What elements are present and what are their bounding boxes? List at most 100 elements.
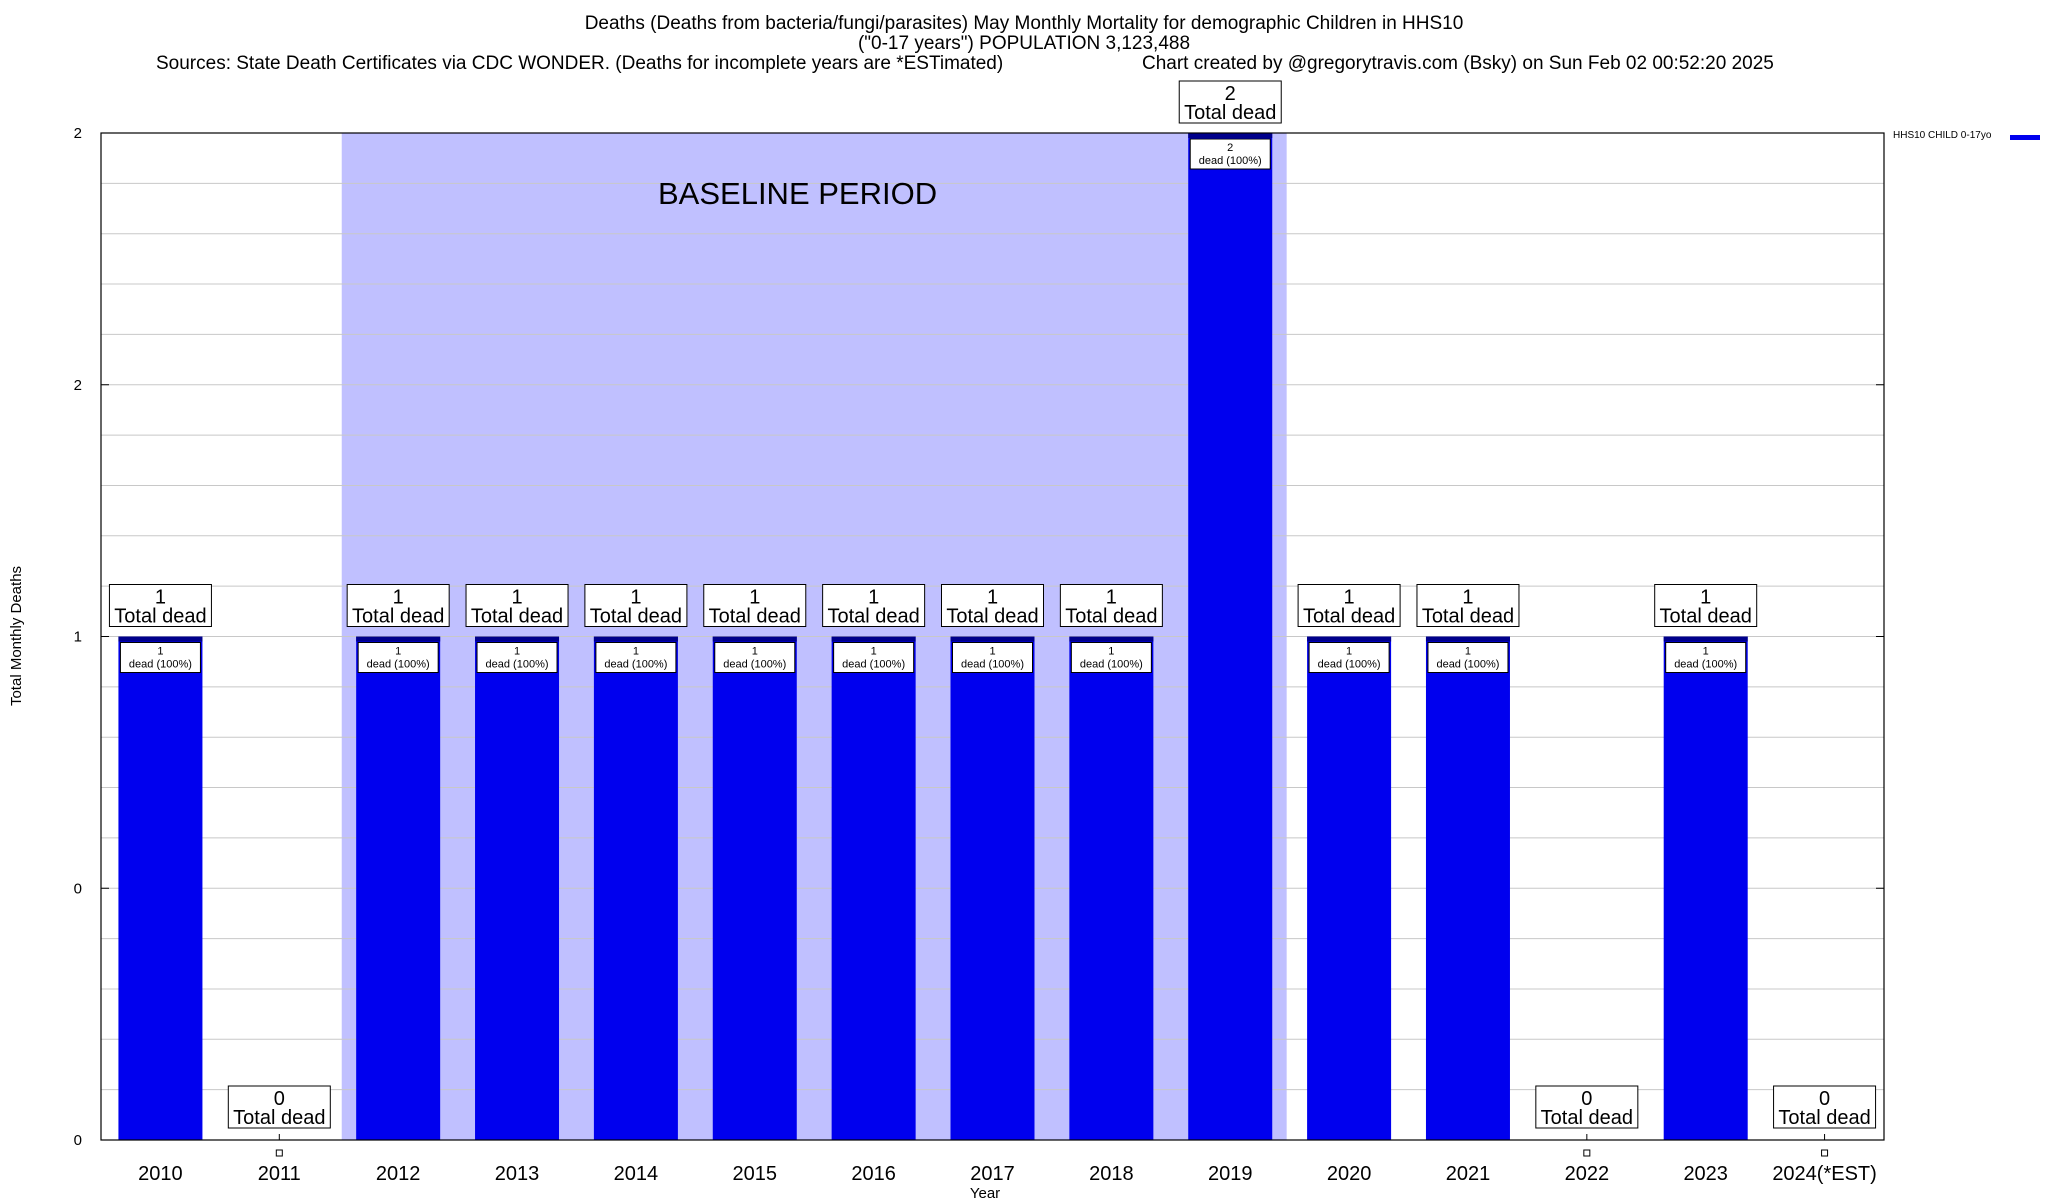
bar-cap bbox=[118, 636, 203, 642]
bar-inner-value: 1 bbox=[871, 646, 877, 658]
total-dead-label: Total dead bbox=[709, 606, 801, 628]
bar-inner-label-box bbox=[357, 642, 439, 673]
bar-cap bbox=[475, 636, 560, 642]
total-dead-label: Total dead bbox=[114, 606, 206, 628]
total-dead-label: Total dead bbox=[1778, 1107, 1870, 1129]
bar-inner-label-box bbox=[1665, 642, 1747, 673]
bar-inner-value: 1 bbox=[1465, 646, 1471, 658]
bar-inner-value: 1 bbox=[989, 646, 995, 658]
x-tick-label: 2018 bbox=[1089, 1163, 1134, 1185]
chart-subtitle: ("0-17 years") POPULATION 3,123,488 bbox=[857, 33, 1191, 54]
total-dead-box bbox=[1178, 80, 1282, 124]
bar bbox=[1425, 636, 1510, 1140]
baseline-annotation: BASELINE PERIOD bbox=[658, 176, 937, 211]
x-axis-title: Year bbox=[970, 1185, 1000, 1200]
total-dead-value: 0 bbox=[1581, 1088, 1592, 1110]
x-tick-label: 2019 bbox=[1208, 1163, 1253, 1185]
bar-cap bbox=[712, 636, 797, 642]
bar-inner-label-box bbox=[833, 642, 915, 673]
total-dead-box bbox=[346, 584, 450, 627]
bar-inner-value: 1 bbox=[1346, 646, 1352, 658]
bar-inner-label: dead (100%) bbox=[842, 659, 905, 671]
x-tick-label: 2012 bbox=[376, 1163, 421, 1185]
bar-cap bbox=[1188, 133, 1273, 138]
x-tick-label: 2023 bbox=[1683, 1163, 1728, 1185]
legend-swatch bbox=[2010, 135, 2040, 140]
bar bbox=[712, 636, 797, 1140]
bar-cap bbox=[1425, 636, 1510, 642]
bar-inner-label: dead (100%) bbox=[486, 659, 549, 671]
bar-inner-label-box bbox=[119, 642, 201, 673]
bar-inner-value: 1 bbox=[1703, 646, 1709, 658]
bar bbox=[1663, 636, 1748, 1140]
x-tick-label: 2010 bbox=[138, 1163, 183, 1185]
bar-inner-label-box bbox=[1427, 642, 1509, 673]
chart-title: Deaths (Deaths from bacteria/fungi/paras… bbox=[584, 13, 1464, 34]
bar-cap bbox=[1069, 636, 1154, 642]
total-dead-box bbox=[703, 584, 807, 627]
x-tick-label: 2020 bbox=[1327, 1163, 1372, 1185]
bar-inner-value: 1 bbox=[157, 646, 163, 658]
total-dead-value: 1 bbox=[155, 587, 166, 609]
bar-inner-label: dead (100%) bbox=[723, 659, 786, 671]
total-dead-label: Total dead bbox=[352, 606, 444, 628]
y-tick-label: 0 bbox=[74, 880, 82, 897]
total-dead-box bbox=[108, 584, 212, 627]
x-tick-label: 2015 bbox=[733, 1163, 778, 1185]
x-tick-label: 2022 bbox=[1565, 1163, 1610, 1185]
total-dead-label: Total dead bbox=[1184, 102, 1276, 124]
total-dead-box bbox=[822, 584, 926, 627]
bar bbox=[118, 636, 203, 1140]
y-tick-label: 1 bbox=[74, 629, 82, 646]
x-tick-label: 2016 bbox=[851, 1163, 896, 1185]
bar-inner-label: dead (100%) bbox=[1199, 155, 1262, 167]
plot-frame bbox=[100, 132, 1885, 1141]
zero-marker bbox=[1821, 1149, 1829, 1157]
x-tick-label: 2024(*EST) bbox=[1772, 1163, 1877, 1185]
total-dead-label: Total dead bbox=[1660, 606, 1752, 628]
chart-credit: Chart created by @gregorytravis.com (Bsk… bbox=[1142, 53, 1774, 74]
total-dead-box bbox=[227, 1085, 331, 1129]
y-tick-label: 2 bbox=[74, 377, 82, 394]
total-dead-value: 1 bbox=[1106, 587, 1117, 609]
total-dead-box bbox=[1416, 584, 1520, 627]
chart-sources: Sources: State Death Certificates via CD… bbox=[156, 53, 1004, 74]
total-dead-value: 1 bbox=[1462, 587, 1473, 609]
bar-inner-label: dead (100%) bbox=[367, 659, 430, 671]
y-tick-label: 0 bbox=[74, 1132, 82, 1149]
bar bbox=[1069, 636, 1154, 1140]
bar-inner-value: 1 bbox=[633, 646, 639, 658]
bar-inner-label: dead (100%) bbox=[129, 659, 192, 671]
bar-cap bbox=[1663, 636, 1748, 642]
bar bbox=[831, 636, 916, 1140]
x-tick-label: 2017 bbox=[970, 1163, 1015, 1185]
bar-inner-label: dead (100%) bbox=[961, 659, 1024, 671]
bar bbox=[593, 636, 678, 1140]
bar-inner-value: 1 bbox=[514, 646, 520, 658]
total-dead-value: 1 bbox=[393, 587, 404, 609]
total-dead-label: Total dead bbox=[233, 1107, 325, 1129]
bar-inner-value: 1 bbox=[752, 646, 758, 658]
bar-inner-value: 1 bbox=[1108, 646, 1114, 658]
bar-inner-label-box bbox=[595, 642, 677, 673]
total-dead-label: Total dead bbox=[1541, 1107, 1633, 1129]
total-dead-value: 1 bbox=[868, 587, 879, 609]
x-tick-label: 2021 bbox=[1446, 1163, 1491, 1185]
total-dead-value: 1 bbox=[630, 587, 641, 609]
total-dead-value: 1 bbox=[511, 587, 522, 609]
total-dead-value: 2 bbox=[1225, 83, 1236, 105]
bar-inner-value: 1 bbox=[395, 646, 401, 658]
bar-inner-label-box bbox=[1070, 642, 1152, 673]
bar-inner-label: dead (100%) bbox=[1080, 659, 1143, 671]
total-dead-label: Total dead bbox=[1422, 606, 1514, 628]
bar bbox=[1307, 636, 1392, 1140]
bar-inner-label: dead (100%) bbox=[604, 659, 667, 671]
bar-inner-label-box bbox=[476, 642, 558, 673]
y-tick-label: 2 bbox=[74, 125, 82, 142]
total-dead-box bbox=[1654, 584, 1758, 627]
total-dead-label: Total dead bbox=[1065, 606, 1157, 628]
total-dead-value: 1 bbox=[1344, 587, 1355, 609]
total-dead-box bbox=[1059, 584, 1163, 627]
zero-marker bbox=[1583, 1149, 1591, 1157]
